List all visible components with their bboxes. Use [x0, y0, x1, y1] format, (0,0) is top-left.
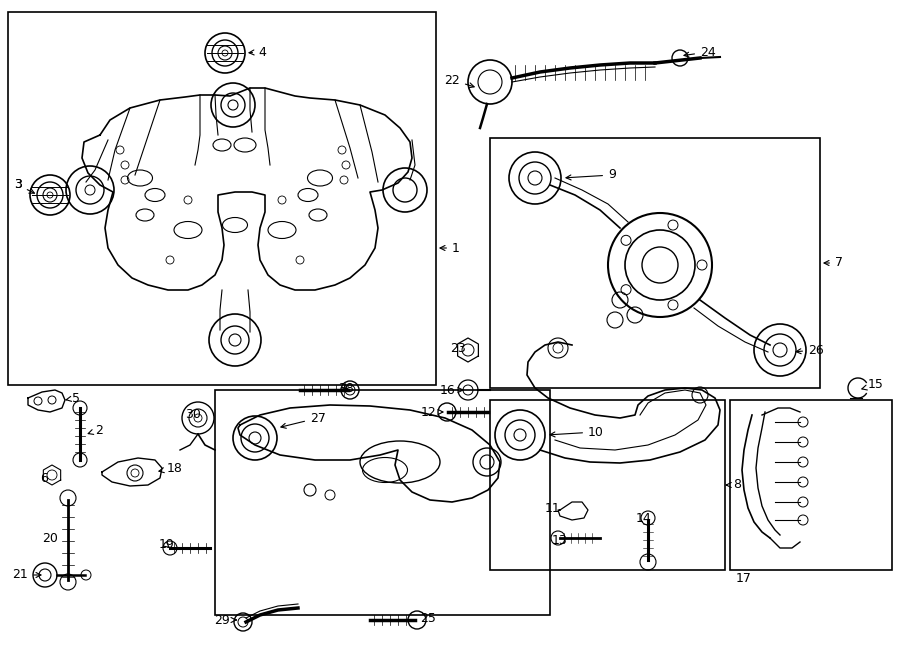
Text: 25: 25: [420, 611, 436, 625]
Text: 27: 27: [281, 412, 326, 428]
Text: 6: 6: [40, 471, 48, 485]
Text: 20: 20: [42, 531, 58, 545]
Text: 7: 7: [824, 256, 843, 270]
Text: 3: 3: [14, 178, 34, 193]
Text: 17: 17: [736, 572, 752, 584]
Text: 9: 9: [566, 169, 616, 182]
Text: 28: 28: [338, 381, 354, 395]
Text: 2: 2: [88, 424, 103, 436]
Text: 10: 10: [550, 426, 604, 438]
Bar: [730, 400, 892, 570]
Text: 8: 8: [726, 479, 741, 492]
Text: 3: 3: [14, 178, 22, 192]
Text: 12: 12: [420, 405, 443, 418]
Text: 15: 15: [862, 379, 884, 391]
Text: 18: 18: [159, 461, 183, 475]
Text: 11: 11: [545, 502, 561, 514]
Bar: [490, 138, 820, 388]
Text: 13: 13: [552, 533, 568, 547]
Text: 1: 1: [440, 241, 460, 254]
Text: 23: 23: [450, 342, 466, 354]
Text: 5: 5: [66, 391, 80, 405]
Text: 21: 21: [13, 568, 41, 582]
Text: 16: 16: [439, 383, 463, 397]
Text: 26: 26: [796, 344, 824, 356]
Text: 22: 22: [445, 73, 474, 88]
Text: 4: 4: [249, 46, 266, 59]
Bar: [215, 390, 550, 615]
Text: 14: 14: [636, 512, 652, 524]
Bar: [8, 12, 436, 385]
Text: 19: 19: [158, 539, 174, 551]
Text: 30: 30: [185, 408, 201, 422]
Text: 29: 29: [214, 613, 236, 627]
Text: 24: 24: [684, 46, 716, 59]
Bar: [490, 400, 725, 570]
